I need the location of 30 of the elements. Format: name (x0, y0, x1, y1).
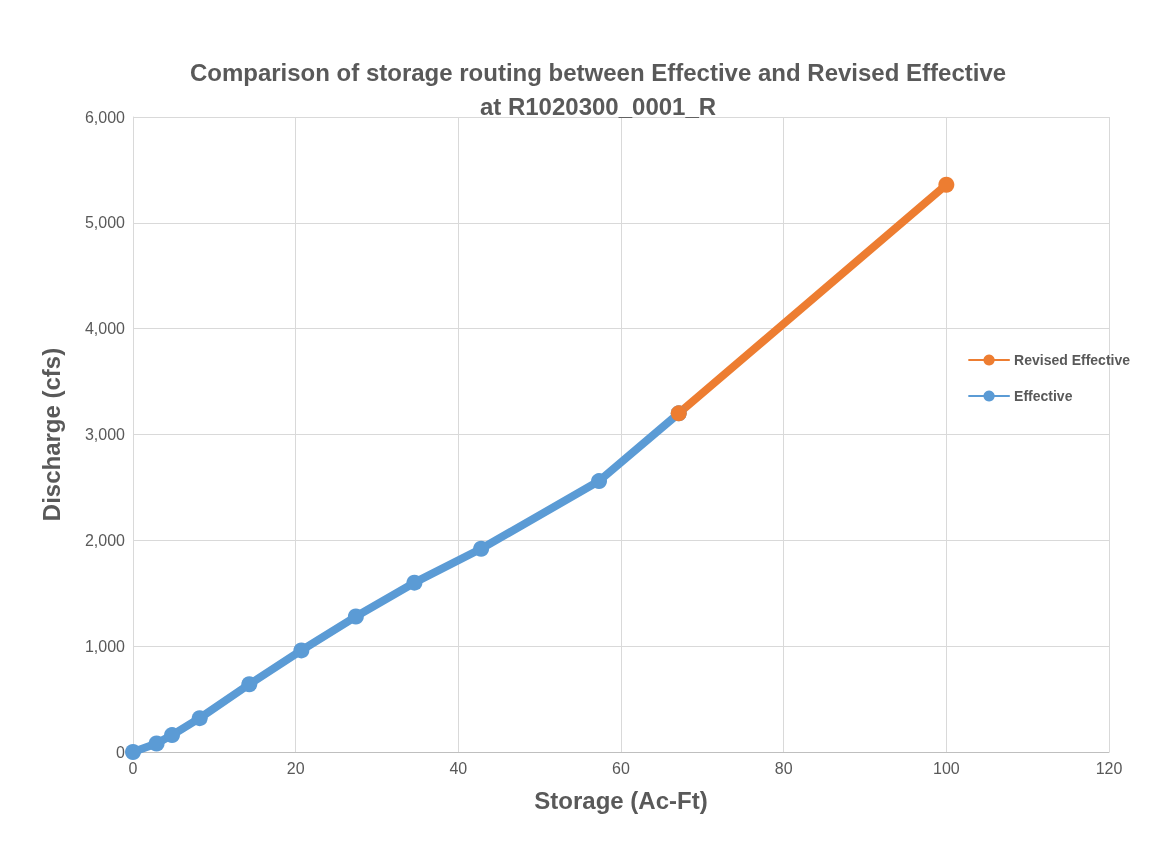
x-tick-label: 80 (774, 759, 793, 777)
chart-title: Comparison of storage routing between Effective and Revised Effective at R1020300_0001_R (189, 58, 1007, 120)
x-tick-label: 60 (612, 759, 630, 777)
legend-label: Effective (1014, 388, 1073, 404)
y-tick-label: 2,000 (84, 531, 126, 549)
point (938, 176, 955, 193)
x-tick-label: 40 (449, 759, 468, 777)
point (148, 735, 165, 752)
y-tick-label: 4,000 (84, 320, 126, 338)
point (164, 727, 181, 744)
x-tick-label: 100 (932, 759, 960, 777)
y-tick-label: 6,000 (84, 108, 126, 126)
y-tick-label: 0 (116, 743, 126, 761)
y-tick-label: 1,000 (84, 637, 126, 655)
point (473, 540, 490, 557)
y-tick-label: 3,000 (84, 426, 126, 443)
point (191, 710, 208, 727)
point (241, 676, 258, 693)
x-tick-label: 0 (128, 759, 138, 777)
x-tick-label: 20 (286, 759, 305, 777)
point (591, 473, 608, 490)
y-tick-label: 5,000 (84, 214, 126, 232)
point (125, 744, 141, 760)
point (406, 574, 423, 591)
legend-label: Revised Effective (1014, 352, 1131, 368)
x-tick-label: 120 (1095, 759, 1123, 777)
point (293, 642, 310, 659)
y-axis-title: Discharge (cfs) (37, 347, 65, 522)
point (347, 608, 364, 625)
x-axis-title: Storage (Ac-Ft) (534, 786, 708, 814)
